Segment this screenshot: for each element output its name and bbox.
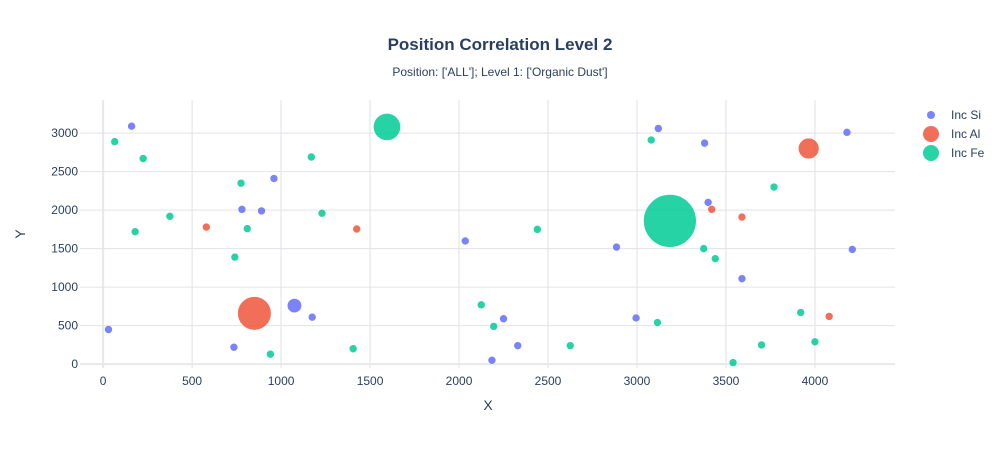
data-point[interactable] (646, 135, 656, 145)
data-point[interactable] (797, 137, 820, 160)
data-point[interactable] (138, 154, 148, 163)
legend-marker (923, 145, 939, 161)
data-point[interactable] (230, 252, 240, 262)
data-point[interactable] (700, 138, 709, 148)
x-tick-label: 1000 (268, 374, 295, 388)
legend-marker (927, 111, 935, 119)
data-point[interactable] (237, 205, 247, 214)
data-point[interactable] (565, 341, 575, 350)
data-point[interactable] (612, 242, 621, 252)
series-inc-fe (110, 113, 820, 367)
data-point[interactable] (533, 225, 542, 234)
y-axis-title: Y (12, 229, 28, 239)
data-point[interactable] (654, 124, 663, 133)
y-tick-label: 2000 (51, 203, 78, 217)
tick-labels: 0 500 1000 1500 2000 2500 3000 3500 4000 0 500 1000… (51, 126, 828, 388)
data-point[interactable] (257, 206, 266, 216)
legend-marker (923, 126, 939, 142)
data-point[interactable] (307, 152, 316, 162)
data-point[interactable] (769, 182, 779, 192)
data-point[interactable] (130, 227, 140, 236)
data-point[interactable] (728, 358, 738, 367)
data-point[interactable] (631, 313, 641, 323)
x-tick-label: 3500 (713, 374, 740, 388)
y-tick-label: 0 (71, 357, 78, 371)
data-point[interactable] (810, 337, 820, 347)
x-tick-label: 3000 (624, 374, 651, 388)
data-point[interactable] (847, 245, 857, 254)
chart-title: Position Correlation Level 2 (388, 35, 613, 54)
y-tick-label: 1000 (51, 280, 78, 294)
y-tick-label: 2500 (51, 165, 78, 179)
data-point[interactable] (513, 341, 523, 350)
data-point[interactable] (737, 274, 747, 283)
data-point[interactable] (165, 211, 175, 221)
legend-item[interactable]: Inc Al (923, 126, 980, 142)
plot-area[interactable] (104, 113, 857, 367)
legend-item[interactable]: Inc Si (927, 108, 981, 122)
data-point[interactable] (710, 254, 720, 263)
data-point[interactable] (104, 325, 113, 334)
data-point[interactable] (352, 224, 362, 234)
y-tick-label: 3000 (51, 126, 78, 140)
x-tick-label: 2000 (446, 374, 473, 388)
data-point[interactable] (653, 318, 662, 327)
data-point[interactable] (460, 236, 470, 246)
data-point[interactable] (348, 344, 358, 354)
data-point[interactable] (699, 244, 709, 253)
data-point[interactable] (499, 314, 508, 324)
series-inc-al (202, 137, 834, 331)
x-tick-label: 500 (182, 374, 202, 388)
x-tick-label: 2500 (535, 374, 562, 388)
data-point[interactable] (307, 312, 317, 322)
data-point[interactable] (110, 137, 119, 146)
legend-label: Inc Fe (951, 146, 985, 160)
data-point[interactable] (476, 300, 486, 310)
data-point[interactable] (317, 208, 327, 218)
data-point[interactable] (643, 194, 697, 248)
data-point[interactable] (286, 298, 302, 314)
data-point[interactable] (796, 308, 805, 317)
data-point[interactable] (703, 198, 713, 207)
data-point[interactable] (269, 174, 279, 183)
legend-label: Inc Si (951, 108, 981, 122)
x-tick-label: 1500 (357, 374, 384, 388)
data-point[interactable] (707, 205, 717, 214)
data-point[interactable] (127, 121, 136, 131)
y-tick-label: 500 (58, 319, 78, 333)
data-point[interactable] (229, 342, 239, 352)
data-point[interactable] (487, 355, 497, 365)
x-tick-label: 0 (100, 374, 107, 388)
data-point[interactable] (489, 322, 499, 331)
data-point[interactable] (842, 128, 852, 137)
grid-layer (80, 100, 895, 368)
chart-subtitle: Position: ['ALL']; Level 1: ['Organic Du… (392, 65, 607, 79)
data-point[interactable] (737, 212, 747, 222)
data-point[interactable] (236, 178, 246, 188)
data-point[interactable] (266, 349, 275, 359)
data-point[interactable] (757, 340, 766, 350)
legend-item[interactable]: Inc Fe (923, 145, 985, 161)
data-point[interactable] (824, 312, 834, 321)
data-point[interactable] (242, 224, 252, 233)
x-tick-label: 4000 (802, 374, 829, 388)
data-point[interactable] (237, 296, 272, 331)
x-axis-title: X (483, 397, 493, 413)
series-inc-si (104, 121, 857, 365)
legend-label: Inc Al (951, 127, 980, 141)
y-tick-label: 1500 (51, 242, 78, 256)
data-point[interactable] (373, 113, 401, 141)
data-point[interactable] (202, 222, 211, 232)
legend: Inc Si Inc Al Inc Fe (923, 108, 985, 161)
